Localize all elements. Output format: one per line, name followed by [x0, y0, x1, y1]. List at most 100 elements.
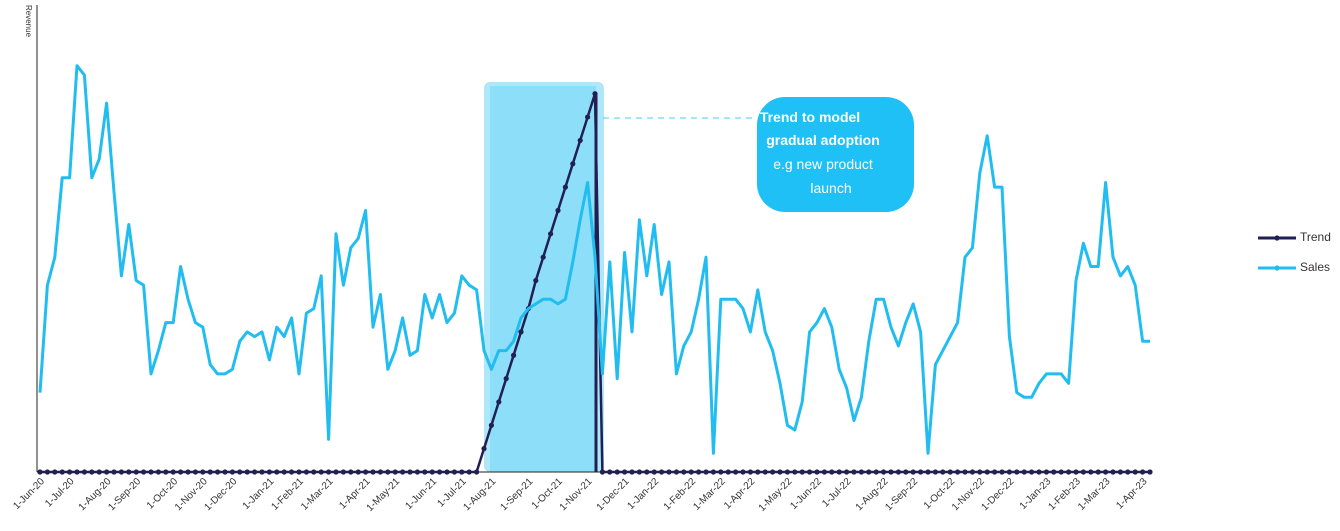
trend-point	[274, 469, 280, 475]
x-tick-label: 1-Apr-22	[722, 476, 758, 512]
trend-point	[1073, 469, 1079, 475]
x-tick-label: 1-May-21	[365, 476, 403, 514]
trend-point	[614, 469, 620, 475]
legend-marker	[1274, 265, 1280, 271]
trend-point	[1006, 469, 1013, 475]
trend-point	[977, 469, 983, 475]
x-tick-label: 1-Sep-20	[106, 476, 143, 513]
trend-point	[969, 469, 976, 475]
trend-point	[651, 469, 657, 475]
trend-point	[918, 469, 924, 475]
trend-point	[414, 469, 420, 475]
trend-point	[370, 469, 376, 475]
trend-point	[185, 469, 191, 475]
trend-point	[740, 469, 746, 475]
trend-point	[481, 446, 487, 452]
trend-point	[503, 376, 509, 382]
x-tick-label: 1-Dec-22	[980, 476, 1017, 513]
trend-point	[52, 469, 58, 475]
trend-point	[873, 469, 879, 475]
trend-point	[266, 469, 272, 475]
trend-point	[992, 469, 998, 475]
x-tick-label: 1-Jul-22	[820, 476, 854, 510]
trend-point	[599, 469, 606, 475]
trend-point	[888, 469, 894, 475]
trend-point	[851, 469, 857, 475]
trend-point	[725, 469, 731, 475]
trend-point	[881, 469, 887, 475]
annotation-box	[757, 97, 914, 212]
trend-point	[1132, 469, 1138, 475]
trend-point	[385, 469, 391, 475]
trend-point	[163, 469, 169, 475]
trend-point	[570, 161, 576, 167]
annotation-body: launch	[810, 180, 851, 196]
trend-point	[548, 231, 554, 237]
trend-point	[1103, 469, 1109, 475]
trend-point	[496, 399, 502, 405]
trend-point	[866, 469, 872, 475]
trend-point	[1110, 469, 1116, 475]
trend-point	[673, 469, 680, 475]
trend-point	[259, 469, 265, 475]
trend-point	[444, 469, 450, 475]
trend-point	[644, 469, 650, 475]
trend-point	[829, 469, 835, 475]
series-line	[38, 64, 1150, 455]
trend-point	[1029, 469, 1035, 475]
trend-point	[488, 422, 494, 428]
trend-point	[237, 469, 243, 475]
trend-point	[67, 469, 73, 475]
trend-point	[770, 469, 776, 475]
trend-point	[222, 469, 228, 475]
trend-point	[607, 469, 613, 475]
trend-point	[1080, 469, 1086, 475]
trend-point	[200, 469, 206, 475]
trend-point	[814, 469, 820, 475]
trend-point	[777, 469, 783, 475]
trend-point	[1021, 469, 1027, 475]
trend-point	[1117, 469, 1123, 475]
trend-point	[962, 469, 968, 475]
trend-point	[474, 469, 480, 475]
trend-point	[355, 469, 361, 475]
trend-point	[451, 469, 457, 475]
trend-point	[792, 469, 798, 475]
trend-point	[1095, 469, 1101, 475]
trend-point	[1066, 469, 1072, 475]
trend-point	[858, 469, 865, 475]
x-tick-label: 1-Sep-22	[883, 476, 920, 513]
trend-point	[836, 469, 842, 475]
x-tick-label: 1-Jun-22	[788, 476, 824, 512]
annotation-body: e.g new product	[773, 156, 873, 172]
trend-point	[348, 469, 354, 475]
trend-point	[1058, 469, 1064, 475]
trend-point	[111, 469, 117, 475]
trend-point	[311, 469, 317, 475]
trend-point	[229, 469, 235, 475]
trend-point	[333, 469, 339, 475]
trend-point	[377, 469, 383, 475]
trend-point	[1043, 469, 1049, 475]
trend-point	[1088, 469, 1094, 475]
trend-point	[429, 469, 435, 475]
trend-point	[562, 184, 569, 190]
trend-point	[585, 114, 591, 120]
trend-point	[629, 469, 635, 475]
x-tick-label: 1-Nov-21	[558, 476, 595, 513]
trend-point	[718, 469, 724, 475]
x-tick-label: 1-Sep-21	[499, 476, 536, 513]
trend-point	[999, 469, 1005, 475]
trend-point	[1051, 469, 1057, 475]
trend-point	[96, 469, 102, 475]
trend-point	[148, 469, 154, 475]
trend-point	[733, 469, 739, 475]
trend-point	[755, 469, 761, 475]
trend-point	[400, 469, 406, 475]
trend-point	[903, 469, 909, 475]
trend-point	[281, 469, 287, 475]
legend-marker	[1274, 235, 1280, 241]
trend-point	[1036, 469, 1042, 475]
trend-point	[1140, 469, 1146, 475]
trend-point	[118, 469, 124, 475]
